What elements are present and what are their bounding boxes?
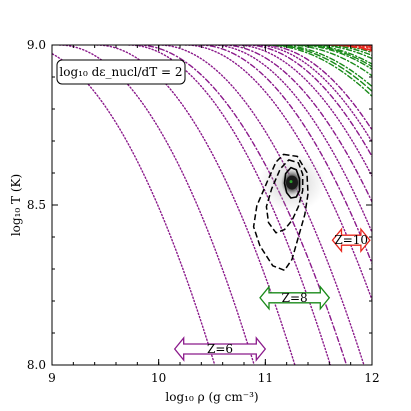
contour-line-Z6-3 — [128, 45, 332, 365]
region-label: Z=8 — [282, 291, 308, 305]
contour-line-Z6-1 — [58, 45, 255, 365]
annotation-frame — [56, 59, 186, 85]
contour-line-Z6-2 — [96, 45, 296, 365]
region-z8: Z=8 — [259, 284, 331, 311]
contour-line-Z6-10 — [198, 45, 372, 266]
region-label: Z=6 — [207, 342, 233, 356]
contour-line-Z8-15 — [275, 45, 372, 88]
annotation-text: log₁₀ dε_nucl/dT = 2 — [59, 65, 182, 79]
contour-line-Z8-20 — [320, 45, 372, 57]
double-arrow — [173, 336, 267, 362]
contour-line-Z6-0 — [52, 52, 216, 365]
contour-line-Z8-18 — [304, 45, 372, 65]
density-contours — [252, 152, 326, 272]
density-max-marker — [289, 180, 293, 184]
x-axis-label: log₁₀ ρ (g cm⁻³) — [165, 390, 258, 404]
contour-line-Z8-14 — [264, 45, 372, 98]
contour-line-Z8-19 — [312, 45, 372, 60]
region-label: Z=10 — [334, 233, 368, 247]
contour-line-Z10-31 — [368, 45, 372, 46]
double-arrow — [331, 227, 371, 254]
contour-line-Z6-11 — [221, 45, 372, 204]
contour-line-Z6-13 — [261, 45, 372, 132]
composition-contours — [52, 45, 372, 365]
contour-line-Z8-17 — [295, 45, 372, 71]
x-tick-label: 11 — [258, 371, 273, 385]
density-contour-inner — [283, 166, 301, 199]
y-tick-label: 9.0 — [27, 38, 46, 52]
y-axis-label: log₁₀ T (K) — [9, 174, 23, 236]
contour-line-Z6-6 — [211, 45, 372, 235]
density-contour-middle — [265, 159, 304, 234]
plot-frame — [51, 44, 373, 366]
contour-line-Z8-16 — [285, 45, 372, 77]
annotation-box: log₁₀ dε_nucl/dT = 2 — [56, 59, 186, 85]
region-arrows: Z=6 Z=8 Z=10 — [173, 227, 371, 362]
x-tick-label: 9 — [48, 371, 56, 385]
region-z10: Z=10 — [331, 227, 371, 254]
region-z6: Z=6 — [173, 336, 267, 362]
y-tick-label: 8.5 — [27, 198, 46, 212]
contour-line-Z8-22 — [269, 45, 372, 93]
contour-line-Z6-4 — [157, 45, 365, 365]
x-tick-label: 10 — [151, 371, 166, 385]
double-arrow — [259, 284, 331, 311]
contour-line-Z6-8 — [253, 45, 372, 144]
density-contour-outer — [252, 153, 309, 272]
axes: 9 10 11 12 8.0 8.5 9.0 — [27, 38, 380, 385]
contour-line-Z6-7 — [234, 45, 372, 178]
y-tick-label: 8.0 — [27, 358, 46, 372]
contour-line-Z6-9 — [136, 45, 348, 365]
contour-line-Z8-23 — [299, 45, 372, 68]
contour-line-Z6-5 — [184, 45, 372, 302]
x-tick-label: 12 — [364, 371, 379, 385]
